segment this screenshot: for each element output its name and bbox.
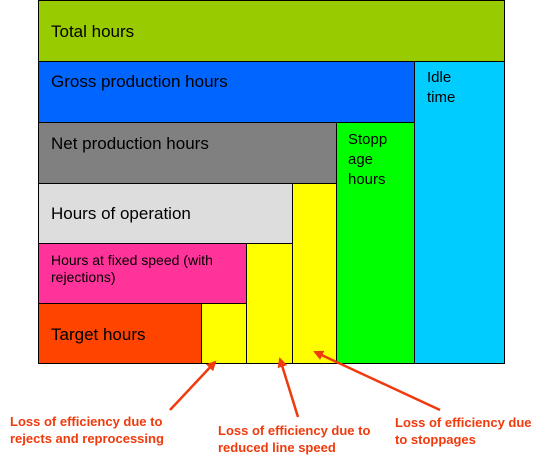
loss-rejects-bar [201, 303, 247, 364]
target-hours-block: Target hours [38, 303, 202, 364]
loss-line-speed-bar [246, 243, 293, 364]
idle-time-label: Idle time [427, 69, 456, 106]
net-production-hours-label: Net production hours [51, 134, 209, 153]
annotation-rejects: Loss of efficiency due to rejects and re… [10, 414, 164, 446]
total-hours-label: Total hours [51, 22, 135, 41]
loss-stoppages-bar [292, 183, 337, 364]
idle-time-block: Idle time [414, 61, 505, 364]
hours-of-operation-block: Hours of operation [38, 183, 293, 244]
stoppage-hours-block: Stopp age hours [336, 122, 415, 364]
target-hours-label: Target hours [51, 325, 146, 344]
hours-fixed-speed-label: Hours at fixed speed (with rejections) [51, 252, 213, 285]
arrow-rejects [169, 360, 217, 411]
arrow-line-speed [277, 357, 300, 418]
annotation-stoppages: Loss of efficiency due to stoppages [395, 415, 532, 447]
gross-production-hours-block: Gross production hours [38, 61, 415, 123]
hours-fixed-speed-block: Hours at fixed speed (with rejections) [38, 243, 247, 304]
total-hours-block: Total hours [38, 0, 505, 62]
annotation-line-speed: Loss of efficiency due to reduced line s… [218, 423, 371, 455]
net-production-hours-block: Net production hours [38, 122, 337, 184]
gross-production-hours-label: Gross production hours [51, 72, 228, 91]
hours-of-operation-label: Hours of operation [51, 204, 191, 223]
stoppage-hours-label: Stopp age hours [348, 131, 388, 188]
